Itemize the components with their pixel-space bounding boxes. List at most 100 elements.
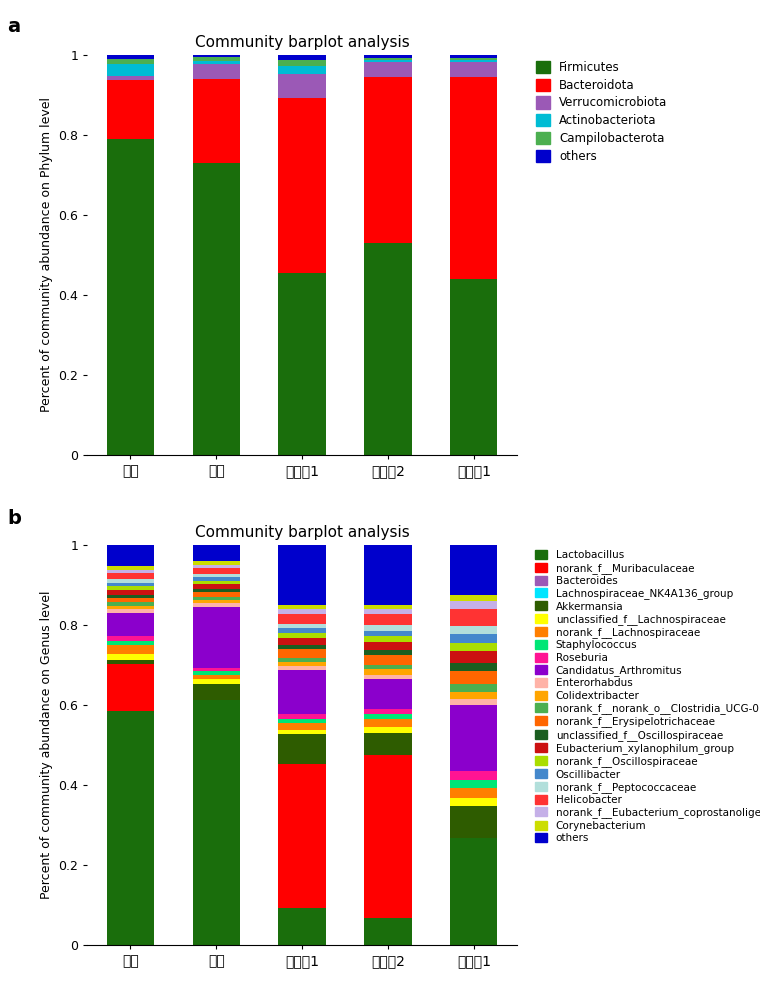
Bar: [106, 636, 154, 641]
Bar: [106, 545, 154, 566]
Bar: [364, 675, 412, 679]
Bar: [106, 55, 154, 59]
Bar: [450, 692, 498, 699]
Bar: [364, 719, 412, 727]
Bar: [106, 602, 154, 606]
Bar: [106, 59, 154, 64]
Text: a: a: [8, 17, 21, 36]
Bar: [106, 139, 154, 455]
Bar: [106, 570, 154, 573]
Title: Community barplot analysis: Community barplot analysis: [195, 525, 410, 540]
Bar: [192, 561, 240, 565]
Title: Community barplot analysis: Community barplot analysis: [195, 35, 410, 50]
Bar: [106, 598, 154, 602]
Bar: [278, 666, 326, 670]
Bar: [192, 574, 240, 577]
Bar: [192, 79, 240, 163]
Bar: [192, 671, 240, 675]
Bar: [364, 636, 412, 642]
Bar: [106, 613, 154, 636]
Bar: [364, 605, 412, 609]
Bar: [278, 633, 326, 638]
Bar: [364, 62, 412, 77]
Bar: [278, 730, 326, 734]
Bar: [364, 77, 412, 243]
Bar: [364, 733, 412, 755]
Bar: [278, 734, 326, 764]
Bar: [278, 714, 326, 719]
Bar: [450, 609, 498, 626]
Bar: [364, 650, 412, 655]
Bar: [278, 645, 326, 649]
Bar: [450, 601, 498, 609]
Bar: [364, 614, 412, 625]
Bar: [364, 55, 412, 58]
Bar: [278, 719, 326, 723]
Bar: [364, 709, 412, 714]
Bar: [450, 55, 498, 58]
Bar: [278, 658, 326, 662]
Bar: [106, 609, 154, 613]
Bar: [192, 684, 240, 700]
Bar: [278, 723, 326, 730]
Bar: [106, 80, 154, 139]
Bar: [192, 679, 240, 684]
Bar: [106, 76, 154, 80]
Bar: [278, 545, 326, 605]
Bar: [450, 806, 498, 838]
Bar: [192, 55, 240, 57]
Y-axis label: Percent of community abundance on Genus level: Percent of community abundance on Genus …: [40, 591, 52, 899]
Text: b: b: [8, 509, 21, 528]
Bar: [106, 579, 154, 583]
Bar: [450, 626, 498, 634]
Bar: [450, 838, 498, 945]
Bar: [450, 634, 498, 643]
Bar: [192, 700, 240, 945]
Bar: [364, 243, 412, 455]
Bar: [192, 565, 240, 568]
Bar: [278, 609, 326, 614]
Bar: [192, 57, 240, 61]
Bar: [192, 589, 240, 592]
Bar: [192, 64, 240, 79]
Bar: [278, 614, 326, 624]
Bar: [364, 60, 412, 62]
Bar: [106, 566, 154, 570]
Bar: [364, 58, 412, 60]
Bar: [450, 780, 498, 788]
Bar: [106, 586, 154, 590]
Legend: Lactobacillus, norank_f__Muribaculaceae, Bacteroides, Lachnospiraceae_NK4A136_gr: Lactobacillus, norank_f__Muribaculaceae,…: [535, 550, 760, 843]
Bar: [192, 607, 240, 668]
Bar: [106, 583, 154, 586]
Bar: [278, 605, 326, 609]
Bar: [450, 545, 498, 595]
Bar: [192, 584, 240, 589]
Bar: [364, 609, 412, 614]
Bar: [192, 163, 240, 455]
Bar: [450, 788, 498, 798]
Bar: [364, 727, 412, 733]
Bar: [450, 595, 498, 601]
Bar: [106, 711, 154, 945]
Bar: [278, 628, 326, 633]
Bar: [278, 60, 326, 66]
Bar: [106, 590, 154, 595]
Bar: [278, 662, 326, 666]
Bar: [364, 631, 412, 636]
Bar: [106, 660, 154, 664]
Bar: [450, 60, 498, 62]
Bar: [278, 66, 326, 74]
Bar: [364, 665, 412, 669]
Bar: [450, 699, 498, 705]
Bar: [106, 64, 154, 76]
Bar: [450, 798, 498, 806]
Bar: [278, 908, 326, 945]
Bar: [106, 595, 154, 598]
Bar: [364, 625, 412, 631]
Bar: [278, 273, 326, 455]
Bar: [450, 705, 498, 771]
Bar: [192, 597, 240, 600]
Bar: [278, 98, 326, 273]
Bar: [278, 624, 326, 628]
Bar: [364, 655, 412, 665]
